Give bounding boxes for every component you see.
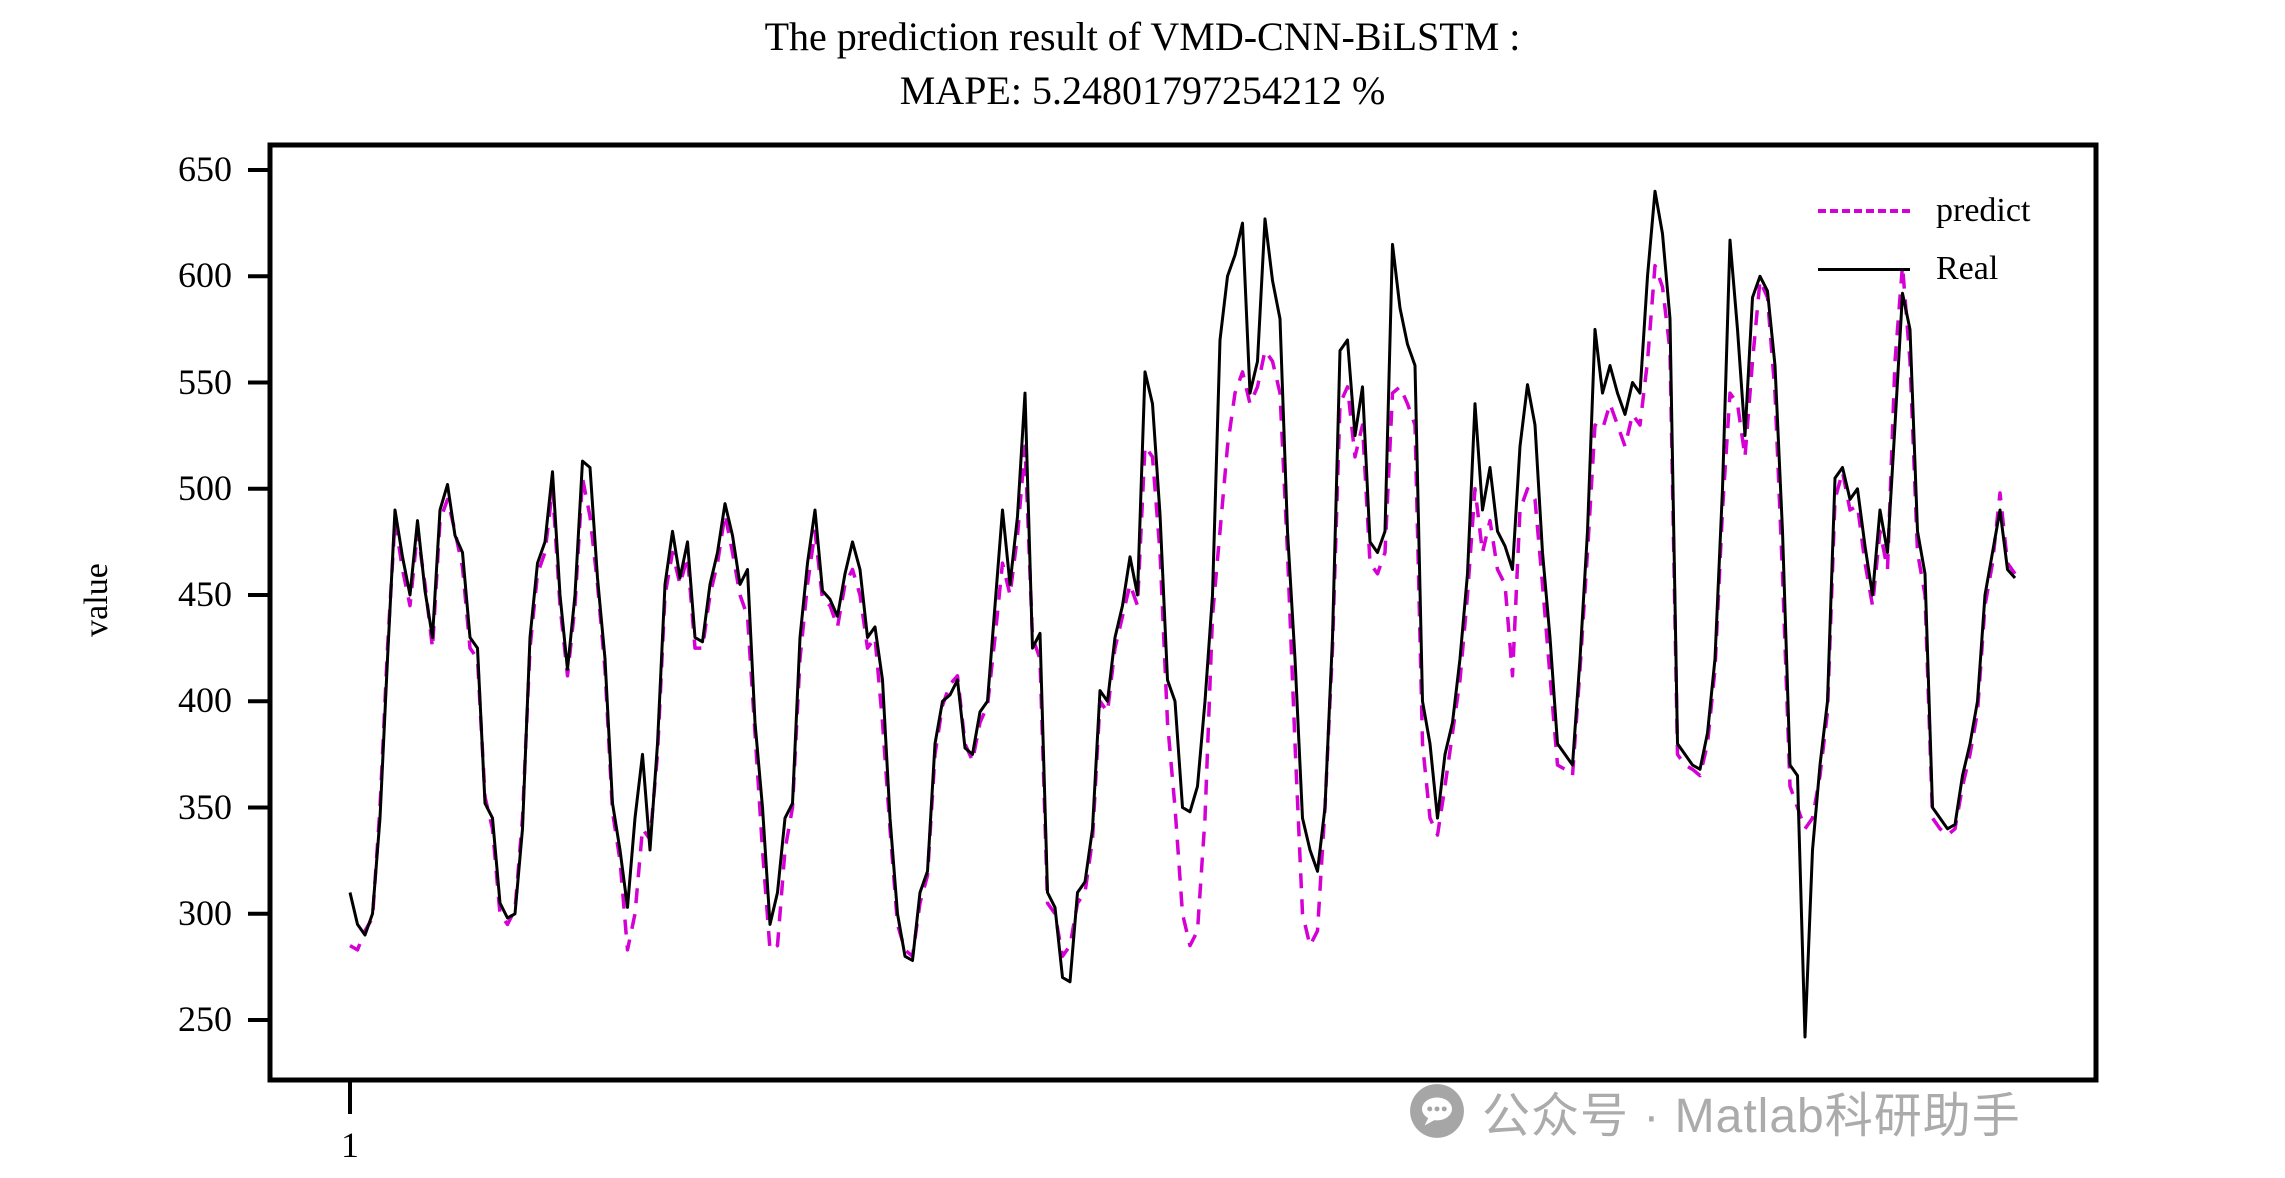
legend-label: Real — [1936, 250, 1999, 287]
chart-title-line2: MAPE: 5.24801797254212 % — [899, 68, 1386, 113]
watermark-text: 公众号 · Matlab科研助手 — [1482, 1090, 2021, 1143]
legend-line-sample — [1818, 267, 1910, 271]
legend-item-real: Real — [1818, 246, 2030, 292]
y-tick-label: 350 — [178, 786, 232, 827]
y-tick-label: 500 — [178, 467, 232, 508]
chart-title: The prediction result of VMD-CNN-BiLSTM … — [0, 10, 2285, 118]
y-tick-label: 250 — [178, 999, 232, 1039]
y-tick-label: 650 — [178, 149, 232, 189]
watermark: 公众号 · Matlab科研助手 — [1408, 1076, 2021, 1146]
legend-item-predict: predict — [1818, 188, 2030, 234]
series-predict — [349, 263, 2017, 959]
legend-label: predict — [1936, 192, 2031, 229]
y-tick-label: 550 — [178, 361, 232, 402]
y-tick-label: 600 — [178, 255, 232, 296]
x-axis-tick-label: 1 — [341, 1125, 359, 1165]
legend-line-sample — [1818, 209, 1910, 213]
wechat-chat-icon — [1410, 1084, 1464, 1138]
axes-frame — [267, 142, 2099, 1083]
y-tick-label: 400 — [178, 680, 232, 721]
legend: predict Real — [1818, 188, 2030, 292]
series-Real — [348, 189, 2017, 1039]
y-tick-label: 300 — [178, 892, 232, 933]
chart-title-line1: The prediction result of VMD-CNN-BiLSTM … — [764, 14, 1521, 59]
y-tick-label: 450 — [178, 574, 232, 614]
